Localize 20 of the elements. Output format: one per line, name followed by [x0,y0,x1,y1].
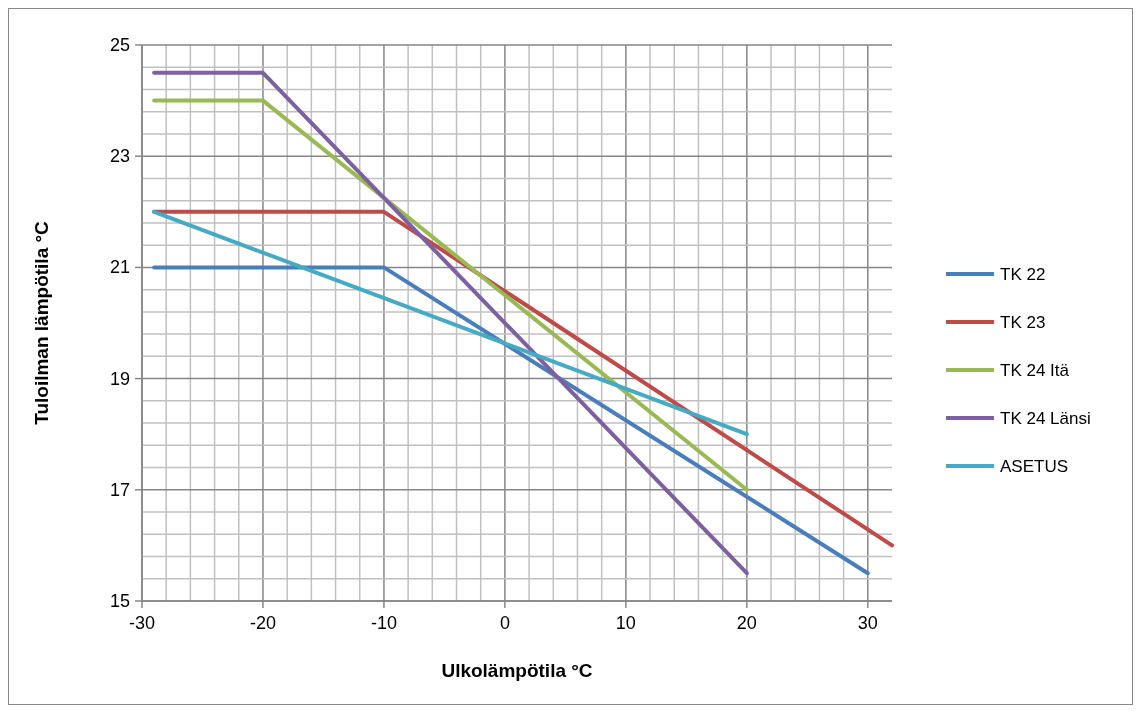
legend-label: TK 24 Länsi [1000,409,1091,428]
legend-label: TK 22 [1000,265,1046,284]
y-tick-label: 23 [109,146,130,167]
y-tick-label: 17 [109,479,130,500]
y-axis-title: Tuloilman lämpötila °C [31,220,52,425]
y-tick-label: 25 [109,35,130,55]
y-tick-label: 15 [109,591,130,611]
x-tick-label: -20 [249,613,276,633]
y-tick-label: 21 [109,257,130,278]
x-tick-label: 0 [499,613,510,633]
legend-label: ASETUS [1000,457,1069,476]
x-tick-label: 10 [615,613,636,633]
legend-label: TK 24 Itä [1000,361,1070,380]
x-tick-label: -10 [370,613,397,633]
legend-label: TK 23 [1000,313,1046,332]
x-tick-label: 20 [736,613,757,633]
x-tick-label: 30 [857,613,878,633]
x-tick-label: -30 [128,613,156,633]
y-tick-label: 19 [109,368,130,389]
x-axis-title: Ulkolämpötila °C [441,660,593,681]
